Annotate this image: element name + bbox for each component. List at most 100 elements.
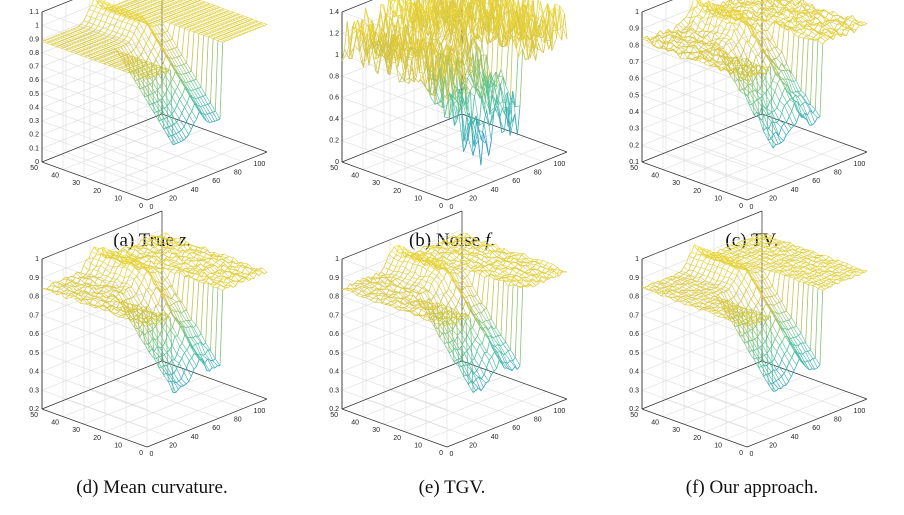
y-tick-label: 10 bbox=[414, 195, 422, 202]
z-tick-label: 0.4 bbox=[29, 104, 39, 111]
y-tick-label: 10 bbox=[114, 442, 122, 449]
y-tick-label: 20 bbox=[393, 435, 401, 442]
x-tick-label: 60 bbox=[512, 425, 520, 432]
z-tick-label: 0.5 bbox=[29, 91, 39, 98]
surface-plot-b: 1.41.210.80.60.40.2001020304050020406080… bbox=[312, 18, 592, 223]
y-tick-label: 30 bbox=[372, 427, 380, 434]
surface-plot-c: 10.90.80.70.60.50.40.30.20.1010203040500… bbox=[612, 18, 892, 223]
y-tick-label: 20 bbox=[693, 435, 701, 442]
x-tick-label: 40 bbox=[191, 187, 199, 194]
caption-label: (b) bbox=[409, 230, 431, 251]
x-tick-label: 20 bbox=[769, 442, 777, 449]
y-tick-label: 50 bbox=[330, 165, 338, 172]
z-tick-label: 0.7 bbox=[29, 64, 39, 71]
caption-label: (d) bbox=[76, 477, 98, 498]
surface-plot-a: 1.110.90.80.70.60.50.40.30.20.1001020304… bbox=[12, 18, 292, 223]
x-tick-label: 80 bbox=[834, 169, 842, 176]
z-tick-label: 0.6 bbox=[29, 77, 39, 84]
z-tick-label: 0.8 bbox=[629, 294, 639, 301]
caption-f: (f) Our approach. bbox=[612, 477, 892, 499]
x-tick-label: 20 bbox=[469, 442, 477, 449]
x-tick-label: 0 bbox=[749, 204, 753, 211]
y-tick-label: 20 bbox=[93, 435, 101, 442]
z-tick-label: 0.2 bbox=[29, 132, 39, 139]
z-tick-label: 0.7 bbox=[329, 312, 339, 319]
z-tick-label: 0.2 bbox=[329, 138, 339, 145]
x-tick-label: 0 bbox=[149, 451, 153, 458]
x-tick-label: 100 bbox=[254, 161, 266, 168]
z-tick-label: 1 bbox=[35, 256, 39, 263]
z-tick-label: 1 bbox=[335, 256, 339, 263]
x-tick-label: 100 bbox=[854, 161, 866, 168]
y-tick-label: 0 bbox=[139, 203, 143, 210]
x-tick-label: 40 bbox=[491, 434, 499, 441]
caption-text: Mean curvature. bbox=[103, 477, 228, 498]
x-tick-label: 0 bbox=[449, 204, 453, 211]
z-tick-label: 0.7 bbox=[629, 312, 639, 319]
y-tick-label: 30 bbox=[72, 180, 80, 187]
x-tick-label: 80 bbox=[234, 416, 242, 423]
y-tick-label: 20 bbox=[693, 188, 701, 195]
surface-plot-e: 10.90.80.70.60.50.40.30.2010203040500204… bbox=[312, 265, 592, 470]
z-tick-label: 0.8 bbox=[29, 50, 39, 57]
z-tick-label: 0.3 bbox=[629, 387, 639, 394]
y-tick-label: 0 bbox=[439, 450, 443, 457]
y-tick-label: 0 bbox=[139, 450, 143, 457]
x-tick-label: 100 bbox=[554, 408, 566, 415]
caption-suffix: . bbox=[490, 230, 495, 251]
z-tick-label: 0.9 bbox=[629, 275, 639, 282]
y-tick-label: 50 bbox=[30, 165, 38, 172]
x-tick-label: 80 bbox=[834, 416, 842, 423]
y-tick-label: 0 bbox=[739, 450, 743, 457]
z-tick-label: 1.2 bbox=[329, 30, 339, 37]
z-tick-label: 0.5 bbox=[29, 350, 39, 357]
z-tick-label: 0.3 bbox=[29, 118, 39, 125]
caption-text: Our approach. bbox=[710, 477, 819, 498]
x-tick-label: 100 bbox=[554, 161, 566, 168]
x-tick-label: 100 bbox=[854, 408, 866, 415]
caption-e: (e) TGV. bbox=[312, 477, 592, 499]
y-tick-label: 30 bbox=[372, 180, 380, 187]
caption-label: (f) bbox=[686, 477, 705, 498]
z-tick-label: 1 bbox=[335, 52, 339, 59]
z-tick-label: 1 bbox=[35, 23, 39, 30]
z-tick-label: 0.3 bbox=[629, 126, 639, 133]
z-tick-label: 0.6 bbox=[629, 331, 639, 338]
z-tick-label: 0.9 bbox=[29, 36, 39, 43]
y-tick-label: 40 bbox=[651, 173, 659, 180]
z-tick-label: 1 bbox=[635, 9, 639, 16]
y-tick-label: 10 bbox=[714, 195, 722, 202]
caption-text: TGV. bbox=[444, 477, 485, 498]
x-tick-label: 0 bbox=[749, 451, 753, 458]
y-tick-label: 0 bbox=[739, 203, 743, 210]
x-tick-label: 20 bbox=[169, 195, 177, 202]
z-tick-label: 0.8 bbox=[329, 73, 339, 80]
x-tick-label: 60 bbox=[812, 178, 820, 185]
x-tick-label: 60 bbox=[812, 425, 820, 432]
z-tick-label: 0.6 bbox=[329, 331, 339, 338]
z-tick-label: 0.9 bbox=[329, 275, 339, 282]
x-tick-label: 80 bbox=[534, 416, 542, 423]
x-tick-label: 40 bbox=[491, 187, 499, 194]
y-tick-label: 40 bbox=[351, 420, 359, 427]
y-tick-label: 50 bbox=[630, 165, 638, 172]
y-tick-label: 40 bbox=[51, 420, 59, 427]
y-tick-label: 10 bbox=[114, 195, 122, 202]
z-tick-label: 0.4 bbox=[29, 369, 39, 376]
y-tick-label: 50 bbox=[330, 412, 338, 419]
z-tick-label: 0.5 bbox=[329, 350, 339, 357]
z-tick-label: 0.3 bbox=[29, 387, 39, 394]
x-tick-label: 20 bbox=[169, 442, 177, 449]
z-tick-label: 0.5 bbox=[629, 350, 639, 357]
x-tick-label: 80 bbox=[234, 169, 242, 176]
z-tick-label: 0.4 bbox=[329, 116, 339, 123]
x-tick-label: 20 bbox=[769, 195, 777, 202]
z-tick-label: 0.9 bbox=[29, 275, 39, 282]
z-tick-label: 0.8 bbox=[329, 294, 339, 301]
z-tick-label: 0.4 bbox=[629, 369, 639, 376]
z-tick-label: 1.1 bbox=[29, 9, 39, 16]
z-tick-label: 0.4 bbox=[329, 369, 339, 376]
